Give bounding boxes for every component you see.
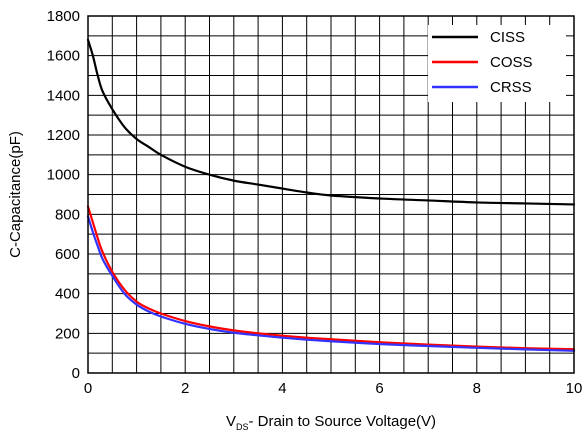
- legend-label-coss: COSS: [490, 54, 533, 71]
- y-tick-label: 1600: [47, 48, 80, 65]
- y-tick-label: 1200: [47, 127, 80, 144]
- series-line-coss: [86, 205, 576, 351]
- y-tick-label: 400: [55, 286, 80, 303]
- x-axis-label-main: V: [226, 413, 236, 430]
- legend: CISS COSS CRSS: [428, 25, 566, 102]
- y-tick-label: 800: [55, 206, 80, 223]
- x-axis-label: VDS- Drain to Source Voltage(V): [226, 413, 436, 432]
- series-line-ciss: [86, 38, 576, 206]
- series-layer: [86, 38, 576, 352]
- y-tick-label: 1000: [47, 167, 80, 184]
- x-tick-label: 10: [566, 380, 583, 397]
- y-tick-label: 1400: [47, 87, 80, 104]
- grid-lines: [88, 16, 574, 373]
- x-tick-label: 6: [375, 380, 383, 397]
- x-tick-label: 4: [278, 380, 286, 397]
- y-tick-label: 600: [55, 246, 80, 263]
- legend-label-ciss: CISS: [490, 29, 525, 46]
- y-tick-label: 1800: [47, 8, 80, 25]
- x-tick-label: 2: [181, 380, 189, 397]
- x-axis-label-subscript: DS: [236, 422, 249, 432]
- y-tick-labels: 0 200 400 600 800 1000 1200 1400 1600 1800: [47, 8, 80, 382]
- x-tick-label: 0: [84, 380, 92, 397]
- x-tick-labels: 0 2 4 6 8 10: [84, 380, 583, 397]
- y-axis-label: C-Capacitance(pF): [7, 131, 24, 258]
- y-tick-label: 200: [55, 325, 80, 342]
- x-tick-label: 8: [473, 380, 481, 397]
- x-axis-label-rest: - Drain to Source Voltage(V): [248, 413, 436, 430]
- series-line-crss: [86, 215, 576, 352]
- plot-frame: [87, 15, 575, 374]
- y-tick-label: 0: [72, 365, 80, 382]
- legend-label-crss: CRSS: [490, 79, 532, 96]
